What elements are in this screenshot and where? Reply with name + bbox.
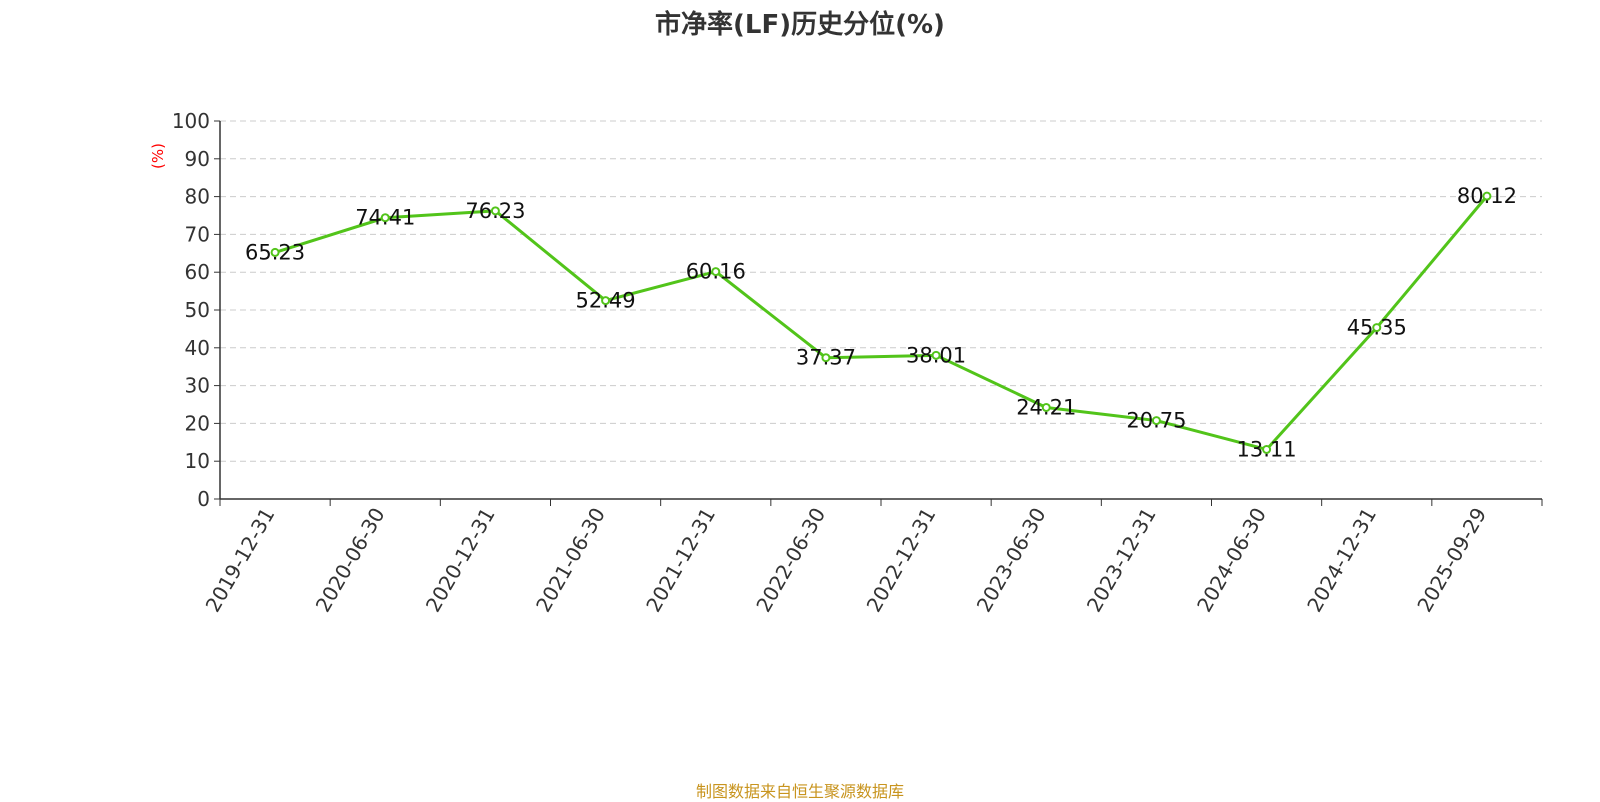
x-tick-label: 2024-12-31 <box>1302 504 1381 617</box>
data-label: 80.12 <box>1457 184 1517 208</box>
series-line <box>274 195 1489 451</box>
y-tick-label: 90 <box>185 147 210 171</box>
data-label: 60.16 <box>686 260 746 284</box>
x-tick-label: 2019-12-31 <box>201 504 280 617</box>
data-label: 38.01 <box>906 343 966 367</box>
data-point <box>821 353 831 363</box>
data-point <box>490 206 500 216</box>
data-point <box>1151 416 1161 426</box>
data-label: 20.75 <box>1126 409 1186 433</box>
y-tick-label: 100 <box>172 109 210 133</box>
data-point <box>380 213 390 223</box>
x-tick-label: 2025-09-29 <box>1412 504 1491 617</box>
chart-title: 市净率(LF)历史分位(%) <box>655 10 945 40</box>
data-point <box>270 247 280 257</box>
x-tick-label: 2020-12-31 <box>421 503 500 616</box>
source-note: 制图数据来自恒生聚源数据库 <box>695 782 904 801</box>
x-tick-label: 2022-12-31 <box>862 503 941 616</box>
x-tick-label: 2023-06-30 <box>972 504 1051 617</box>
y-tick-label: 20 <box>185 411 210 435</box>
y-tick-label: 70 <box>185 222 210 246</box>
data-point <box>1262 444 1272 454</box>
data-label: 24.21 <box>1016 395 1076 419</box>
y-tick-label: 60 <box>185 260 210 284</box>
x-tick-label: 2021-12-31 <box>641 504 720 617</box>
data-point <box>1041 402 1051 412</box>
x-tick-label: 2020-06-30 <box>311 504 390 617</box>
y-axis-label: (%) <box>149 143 167 169</box>
data-label: 45.35 <box>1347 316 1407 340</box>
y-tick-label: 0 <box>197 487 210 511</box>
y-tick-label: 30 <box>185 374 210 398</box>
y-tick-label: 50 <box>185 298 210 322</box>
data-point <box>931 350 941 360</box>
data-label: 76.23 <box>465 199 525 223</box>
x-tick-label: 2022-06-30 <box>751 504 830 617</box>
data-labels: 65.23 74.41 76.23 52.49 60.16 37.37 38.01 24.21… <box>245 184 1517 461</box>
y-tick-label: 80 <box>185 185 210 209</box>
x-tick-label: 2023-12-31 <box>1082 504 1161 617</box>
data-point <box>1372 323 1382 333</box>
data-label: 37.37 <box>796 346 856 370</box>
x-tick-label: 2021-06-30 <box>531 504 610 617</box>
grid-lines <box>220 120 1542 462</box>
series <box>270 191 1492 454</box>
y-tick-label: 10 <box>185 449 210 473</box>
x-tick-label: 2024-06-30 <box>1192 504 1271 617</box>
data-label: 52.49 <box>576 289 636 313</box>
y-tick-label: 40 <box>185 336 210 360</box>
data-point <box>711 267 721 277</box>
data-label: 65.23 <box>245 240 305 264</box>
data-label: 13.11 <box>1237 437 1297 461</box>
data-label: 74.41 <box>355 206 415 230</box>
data-point <box>1482 191 1492 201</box>
data-point <box>601 296 611 306</box>
